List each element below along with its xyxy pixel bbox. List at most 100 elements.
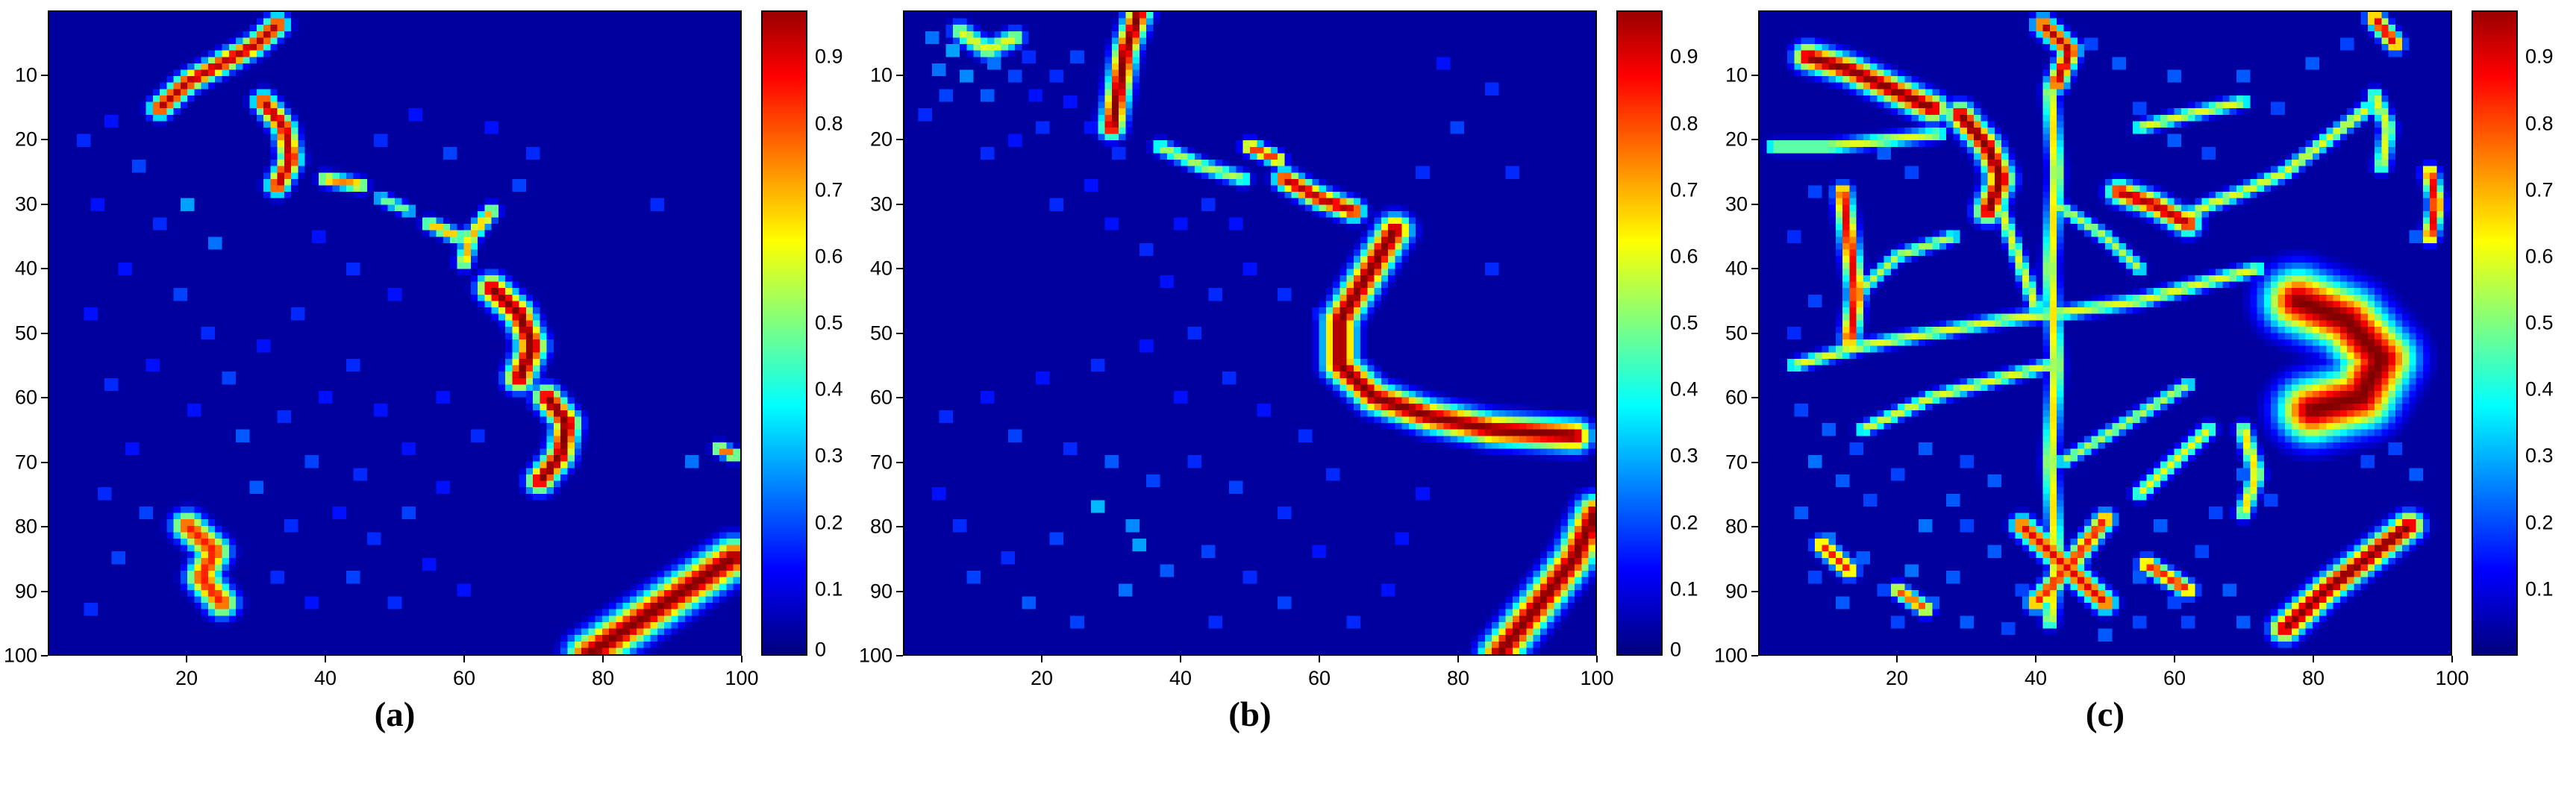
colorbar-tick-label: 0.8	[815, 112, 843, 135]
y-tick-mark	[41, 461, 48, 463]
y-tick-mark	[896, 526, 903, 527]
x-tick-mark	[1596, 656, 1598, 662]
x-tick-label: 40	[2024, 667, 2048, 689]
x-tick-mark	[741, 656, 743, 662]
x-tick-label: 100	[1580, 667, 1614, 689]
y-tick-mark	[896, 332, 903, 334]
y-tick-mark	[1751, 655, 1758, 656]
colorbar-canvas-c	[2472, 10, 2518, 656]
x-tick-mark	[2035, 656, 2036, 662]
x-tick-label: 40	[1169, 667, 1192, 689]
y-tick-mark	[1751, 590, 1758, 592]
plot-row-c: 10 20 30 40 50 60 70 80 90 100 20 40 60 80 100 0.9 0.8…	[1714, 10, 2569, 689]
y-tick-label: 60	[14, 386, 37, 409]
y-tick-mark	[1751, 268, 1758, 269]
colorbar-tick-label: 0.9	[815, 45, 843, 68]
colorbar-tick-label: 0.2	[1670, 511, 1698, 534]
x-tick-mark	[2451, 656, 2453, 662]
y-axis-labels-c: 10 20 30 40 50 60 70 80 90 100	[1714, 10, 1758, 666]
colorbar-tick-label: 0.4	[815, 377, 843, 401]
y-tick-label: 60	[869, 386, 892, 409]
y-axis-labels-b: 10 20 30 40 50 60 70 80 90 100	[859, 10, 903, 666]
y-tick-mark	[896, 139, 903, 140]
caption-text-c: (c)	[2085, 695, 2125, 734]
colorbar-tick-label: 0.9	[2525, 45, 2554, 68]
y-tick-label: 30	[869, 192, 892, 215]
y-tick-label: 20	[14, 128, 37, 151]
x-tick-label: 80	[2301, 667, 2325, 689]
colorbar-tick-label: 0.6	[2525, 245, 2554, 268]
heatmap-canvas-a	[48, 10, 742, 656]
x-tick-mark	[325, 656, 326, 662]
y-tick-mark	[896, 397, 903, 398]
colorbar-b	[1616, 10, 1663, 656]
colorbar-canvas-b	[1616, 10, 1663, 656]
y-tick-mark	[41, 139, 48, 140]
x-tick-label: 80	[1446, 667, 1470, 689]
caption-b: (b)	[903, 695, 1597, 735]
plot-area-a: 20 40 60 80 100	[41, 10, 759, 689]
colorbar-tick-label: 0.4	[2525, 377, 2554, 401]
y-tick-label: 40	[1725, 257, 1748, 280]
panel-c: 10 20 30 40 50 60 70 80 90 100 20 40 60 80 100 0.9 0.8…	[1714, 10, 2569, 735]
colorbar-tick-label: 0.5	[815, 311, 843, 334]
y-axis-labels-a: 10 20 30 40 50 60 70 80 90 100	[4, 10, 48, 666]
y-tick-mark	[41, 332, 48, 334]
plot-area-b: 20 40 60 80 100	[896, 10, 1614, 689]
y-tick-mark	[41, 268, 48, 269]
y-tick-mark	[1751, 203, 1758, 205]
colorbar-labels-b: 0.9 0.8 0.7 0.6 0.5 0.4 0.3 0.2 0.1 0	[1663, 10, 1713, 659]
y-tick-mark	[1751, 139, 1758, 140]
y-tick-mark	[896, 74, 903, 76]
x-tick-label: 40	[313, 667, 337, 689]
y-tick-mark	[896, 268, 903, 269]
y-tick-label: 70	[1725, 451, 1748, 473]
x-tick-label: 20	[1030, 667, 1054, 689]
y-tick-mark	[896, 203, 903, 205]
y-tick-label: 70	[14, 451, 37, 473]
y-tick-label: 30	[1725, 192, 1748, 215]
caption-a: (a)	[48, 695, 742, 735]
colorbar-a	[761, 10, 807, 656]
colorbar-tick-label: 0.5	[1670, 311, 1698, 334]
y-tick-mark	[1751, 461, 1758, 463]
y-tick-label: 80	[1725, 515, 1748, 538]
colorbar-tick-label: 0.3	[1670, 444, 1698, 467]
y-tick-mark	[896, 655, 903, 656]
x-tick-label: 60	[2163, 667, 2186, 689]
y-tick-mark	[41, 397, 48, 398]
y-tick-label: 20	[1725, 128, 1748, 151]
x-tick-label: 20	[1885, 667, 1909, 689]
colorbar-tick-label: 0.3	[815, 444, 843, 467]
x-tick-label: 60	[1307, 667, 1331, 689]
caption-text-a: (a)	[374, 695, 416, 734]
y-tick-label: 10	[14, 63, 37, 86]
y-tick-mark	[1751, 74, 1758, 76]
panel-b: 10 20 30 40 50 60 70 80 90 100 20 40 60 80 100 0.9 0.8…	[859, 10, 1713, 735]
colorbar-canvas-a	[761, 10, 807, 656]
y-tick-label: 20	[869, 128, 892, 151]
colorbar-labels-c: 0.9 0.8 0.7 0.6 0.5 0.4 0.3 0.2 0.1	[2518, 10, 2569, 656]
caption-c: (c)	[1758, 695, 2452, 735]
x-tick-label: 20	[175, 667, 198, 689]
y-tick-label: 90	[869, 580, 892, 602]
y-tick-mark	[1751, 526, 1758, 527]
x-tick-mark	[1457, 656, 1459, 662]
y-tick-label: 80	[869, 515, 892, 538]
x-tick-label: 100	[2435, 667, 2469, 689]
y-tick-mark	[41, 526, 48, 527]
x-tick-mark	[1319, 656, 1320, 662]
colorbar-tick-label: 0.6	[1670, 245, 1698, 268]
y-tick-label: 90	[14, 580, 37, 602]
x-tick-mark	[2174, 656, 2175, 662]
colorbar-tick-label: 0.1	[815, 577, 843, 601]
y-tick-mark	[41, 590, 48, 592]
y-tick-label: 40	[14, 257, 37, 280]
colorbar-tick-label: 0.9	[1670, 45, 1698, 68]
y-tick-label: 50	[869, 322, 892, 344]
colorbar-tick-label: 0	[815, 638, 827, 661]
colorbar-tick-label: 0.1	[2525, 577, 2554, 601]
plot-row-b: 10 20 30 40 50 60 70 80 90 100 20 40 60 80 100 0.9 0.8…	[859, 10, 1713, 689]
y-tick-label: 100	[3, 644, 37, 667]
y-tick-label: 80	[14, 515, 37, 538]
